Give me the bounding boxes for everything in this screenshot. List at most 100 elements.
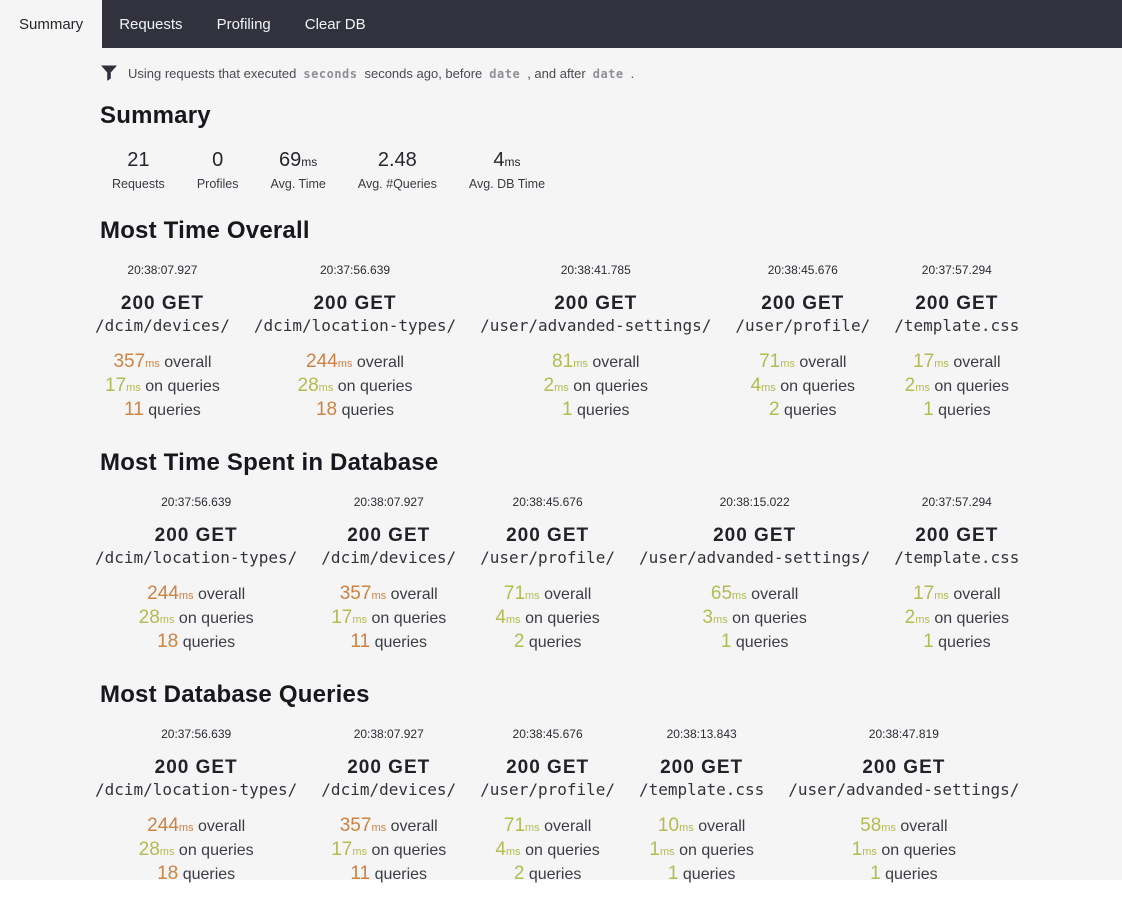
request-stats: 244ms overall 28ms on queries 18 queries [95,583,297,655]
stat-unit: ms [318,382,334,394]
request-status-method: 200 GET [761,293,845,314]
content-area: Using requests that executed seconds secon… [0,48,1122,884]
stat-number: 3 [702,607,713,628]
stat-label: overall [698,818,746,835]
request-cards-row: 20:37:56.639 200 GET /dcim/location-type… [0,709,1122,887]
request-card[interactable]: 20:37:57.294 200 GET /template.css 17ms … [894,263,1019,423]
request-card[interactable]: 20:37:56.639 200 GET /dcim/location-type… [95,727,297,887]
request-card[interactable]: 20:38:45.676 200 GET /user/profile/ 71ms… [480,727,615,887]
request-card[interactable]: 20:38:13.843 200 GET /template.css 10ms … [639,727,764,887]
request-card[interactable]: 20:38:47.819 200 GET /user/advanded-sett… [788,727,1019,887]
stat-number: 17 [913,351,935,372]
stat-value: 2.48 [377,149,417,171]
request-path: /template.css [894,548,1020,567]
request-path: /dcim/devices/ [95,316,230,335]
request-status-method: 200 GET [506,525,590,546]
overall-time-stat: 71ms overall [480,583,615,607]
stat-unit: ms [712,614,728,626]
request-card[interactable]: 20:37:56.639 200 GET /dcim/location-type… [254,263,456,423]
stat-unit: ms [915,614,930,626]
stat-label: queries [341,402,395,419]
overall-time-stat: 71ms overall [735,351,870,375]
overall-time-stat: 17ms overall [894,583,1019,607]
request-card[interactable]: 20:38:07.927 200 GET /dcim/devices/ 357m… [95,263,230,423]
stat-requests: 21 Requests [112,148,165,191]
stat-number: 2 [513,631,525,652]
request-path: /user/profile/ [735,316,871,335]
overall-time-stat: 357ms overall [321,583,456,607]
request-status-method: 200 GET [554,293,638,314]
stat-unit: ms [504,155,521,169]
stat-label: on queries [573,378,648,395]
request-status-method: 200 GET [915,525,999,546]
request-timestamp: 20:38:07.927 [353,495,424,509]
request-stats: 10ms overall 1ms on queries 1 queries [639,815,764,887]
stat-label: on queries [881,842,957,859]
stat-avg-queries: 2.48 Avg. #Queries [358,148,437,191]
request-card[interactable]: 20:38:07.927 200 GET /dcim/devices/ 357m… [321,727,456,887]
stat-number: 71 [759,351,781,372]
filter-text-part: , and after [527,65,586,81]
stat-number: 17 [104,375,127,396]
request-status-method: 200 GET [347,525,431,546]
db-time-stat: 2ms on queries [480,375,711,399]
db-time-stat: 1ms on queries [788,839,1019,863]
stat-label: queries [374,634,428,651]
request-cards-row: 20:37:56.639 200 GET /dcim/location-type… [0,477,1122,655]
stat-unit: ms [352,614,368,626]
stat-unit: ms [505,846,521,858]
stat-label: overall [197,586,246,603]
db-time-stat: 1ms on queries [639,839,764,863]
query-count-stat: 1 queries [639,631,870,655]
request-card[interactable]: 20:38:07.927 200 GET /dcim/devices/ 357m… [321,495,456,655]
request-card[interactable]: 20:38:15.022 200 GET /user/advanded-sett… [639,495,870,655]
stat-unit: ms [573,358,588,370]
request-timestamp: 20:37:56.639 [161,495,232,509]
query-count-stat: 1 queries [894,631,1019,655]
tab-clear-db[interactable]: Clear DB [304,15,366,33]
request-stats: 81ms overall 2ms on queries 1 queries [480,351,711,423]
stat-label: queries [938,402,991,419]
stat-unit: ms [145,358,160,370]
stat-label: queries [528,866,582,883]
stat-unit: ms [732,590,747,602]
stat-label: on queries [934,610,1010,627]
request-card[interactable]: 20:38:45.676 200 GET /user/profile/ 71ms… [480,495,615,655]
stat-number: 2 [904,375,916,396]
funnel-icon [100,64,118,82]
overall-time-stat: 357ms overall [95,351,230,375]
stat-unit: ms [371,822,387,834]
db-time-stat: 28ms on queries [95,839,297,863]
request-stats: 357ms overall 17ms on queries 11 queries [321,815,456,887]
request-card[interactable]: 20:37:56.639 200 GET /dcim/location-type… [95,495,297,655]
request-card[interactable]: 20:38:41.785 200 GET /user/advanded-sett… [480,263,711,423]
stat-label: overall [197,818,246,835]
stat-unit: ms [881,822,896,834]
stat-label: overall [390,818,438,835]
tab-profiling[interactable]: Profiling [216,15,271,33]
request-timestamp: 20:38:45.676 [512,495,583,509]
tab-requests[interactable]: Requests [119,15,183,33]
query-count-stat: 1 queries [894,399,1019,423]
stat-label: on queries [145,378,220,395]
stat-label: queries [182,866,236,883]
stat-unit: ms [159,846,175,858]
stat-number: 4 [495,607,506,628]
request-card[interactable]: 20:37:57.294 200 GET /template.css 17ms … [894,495,1019,655]
request-timestamp: 20:37:56.639 [161,727,232,741]
section-heading: Most Time Overall [100,217,310,244]
request-card[interactable]: 20:38:45.676 200 GET /user/profile/ 71ms… [735,263,870,423]
tab-summary[interactable]: Summary [0,0,103,48]
stat-number: 71 [503,815,526,836]
query-count-stat: 18 queries [254,399,456,423]
request-path: /dcim/location-types/ [95,780,298,799]
stat-label: on queries [525,842,600,859]
request-timestamp: 20:37:57.294 [921,263,992,277]
overall-time-stat: 10ms overall [639,815,764,839]
request-status-method: 200 GET [506,757,590,778]
stat-number: 65 [710,583,733,604]
stat-value: 21 [127,149,150,171]
db-time-stat: 17ms on queries [321,839,456,863]
request-timestamp: 20:37:56.639 [319,263,391,277]
request-timestamp: 20:38:45.676 [767,263,838,277]
